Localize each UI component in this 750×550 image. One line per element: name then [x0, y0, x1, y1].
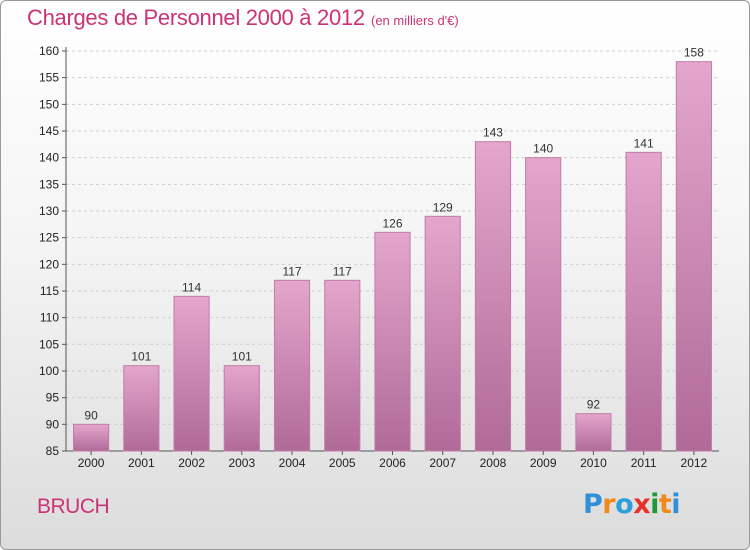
logo-letter: i	[671, 489, 681, 520]
bar-2007	[424, 215, 461, 452]
logo-letter: r	[602, 489, 616, 520]
bar-2001	[123, 365, 160, 452]
y-tick-label: 110	[40, 311, 59, 325]
x-tick-label: 2002	[178, 456, 205, 470]
logo-letter: i	[650, 489, 659, 520]
proxiti-logo[interactable]: Proxiti	[583, 489, 681, 520]
x-tick-label: 2007	[429, 456, 456, 470]
value-label: 141	[634, 136, 654, 150]
logo-letter: o	[615, 489, 634, 520]
bar-2005	[324, 279, 361, 452]
bar-2012	[675, 61, 712, 452]
chart-title: Charges de Personnel 2000 à 2012	[27, 5, 365, 30]
y-tick-label: 125	[39, 231, 59, 245]
bar-2002	[173, 295, 210, 452]
bar-2000	[73, 423, 110, 452]
y-tick-label: 95	[46, 391, 60, 405]
y-tick-label: 145	[39, 124, 59, 138]
y-tick-label: 155	[39, 71, 59, 85]
y-tick-label: 120	[39, 257, 59, 271]
value-label: 143	[483, 126, 503, 140]
value-label: 101	[232, 350, 252, 364]
y-tick-label: 115	[40, 284, 59, 298]
y-tick-label: 130	[39, 204, 59, 218]
x-tick-label: 2008	[480, 456, 507, 470]
y-tick-label: 135	[39, 177, 59, 191]
x-tick-label: 2001	[128, 456, 155, 470]
x-tick-label: 2006	[379, 456, 406, 470]
logo-letter: x	[633, 489, 651, 520]
x-tick-label: 2009	[530, 456, 557, 470]
y-tick-label: 90	[46, 417, 60, 431]
y-tick-label: 140	[39, 151, 59, 165]
value-label: 90	[84, 408, 98, 422]
x-tick-label: 2003	[228, 456, 255, 470]
x-tick-label: 2004	[279, 456, 306, 470]
bar-2008	[474, 141, 512, 452]
commune-name: BRUCH	[37, 495, 110, 518]
x-tick-label: 2010	[580, 456, 607, 470]
bar-2004	[273, 279, 311, 452]
y-tick-label: 160	[39, 44, 59, 58]
y-tick-label: 85	[46, 444, 60, 458]
chart-subtitle: (en milliers d'€)	[371, 13, 459, 28]
bar-2006	[374, 231, 411, 452]
y-tick-label: 150	[39, 97, 59, 111]
y-tick-label: 105	[39, 337, 59, 351]
value-label: 101	[131, 350, 151, 364]
x-tick-label: 2005	[329, 456, 356, 470]
value-label: 158	[684, 46, 704, 60]
value-label: 129	[433, 200, 453, 214]
bar-2011	[625, 151, 662, 452]
value-label: 126	[382, 216, 402, 230]
bar-2003	[223, 365, 260, 452]
value-label: 140	[533, 142, 553, 156]
x-tick-label: 2011	[631, 456, 657, 470]
bar-2010	[575, 413, 612, 452]
y-tick-label: 100	[39, 364, 59, 378]
x-tick-label: 2000	[78, 456, 105, 470]
x-tick-label: 2012	[681, 456, 708, 470]
logo-letter: P	[583, 489, 603, 520]
value-label: 117	[333, 264, 352, 278]
logo-letter: t	[658, 489, 672, 520]
value-label: 117	[282, 264, 301, 278]
value-label: 92	[587, 398, 601, 412]
value-label: 114	[182, 280, 201, 294]
bar-2009	[525, 157, 562, 452]
